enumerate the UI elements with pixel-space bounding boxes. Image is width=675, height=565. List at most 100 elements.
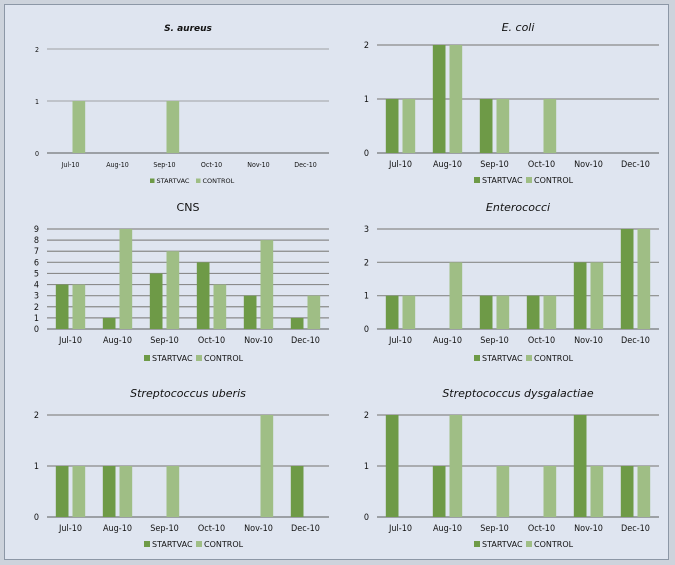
x-tick-label: Dec-10 — [294, 161, 316, 169]
bar-startvac — [290, 317, 304, 329]
x-tick-label: Jul-10 — [61, 161, 80, 169]
y-tick-label: 1 — [364, 462, 369, 472]
chart-title: CNS — [177, 201, 200, 214]
legend-swatch-control — [196, 178, 201, 183]
x-tick-label: Oct-10 — [198, 524, 225, 534]
legend-swatch-control — [196, 355, 202, 361]
legend-label-startvac: STARTVAC — [482, 540, 523, 549]
legend-label-control: CONTROL — [534, 354, 574, 363]
y-tick-label: 6 — [34, 258, 39, 268]
bar-startvac — [526, 295, 540, 329]
x-tick-label: Nov-10 — [574, 336, 603, 346]
x-tick-label: Aug-10 — [103, 336, 132, 346]
legend-swatch-control — [526, 355, 532, 361]
bar-control — [543, 99, 557, 153]
x-tick-label: Nov-10 — [574, 160, 603, 170]
bar-startvac — [243, 295, 257, 329]
y-tick-label: 8 — [34, 236, 39, 246]
bar-startvac — [385, 415, 399, 517]
bar-startvac — [573, 415, 587, 517]
bar-control — [449, 45, 463, 153]
chart-panel-strep-uberis: Streptococcus uberis 0 1 2 Jul-10 Aug-10 Sep-1… — [9, 383, 337, 565]
x-tick-label: Dec-10 — [621, 524, 650, 534]
y-tick-label: 0 — [364, 325, 369, 335]
bar-control — [213, 284, 227, 329]
y-tick-label: 0 — [34, 513, 39, 523]
bar-control — [402, 295, 416, 329]
bar-control — [590, 262, 604, 329]
bar-control — [166, 466, 180, 517]
x-tick-label: Jul-10 — [388, 524, 412, 534]
y-tick-label: 2 — [364, 411, 369, 421]
bar-control — [543, 295, 557, 329]
legend-label-startvac: STARTVAC — [482, 354, 523, 363]
chart-svg: Enterococci 0 1 2 3 Jul-10 Aug-10 Sep-10 Oct-10 N… — [364, 201, 659, 363]
chart-title: Streptococcus dysgalactiae — [442, 387, 594, 400]
y-tick-label: 7 — [34, 247, 39, 257]
bar-control — [72, 284, 86, 329]
x-tick-label: Aug-10 — [106, 161, 129, 169]
legend-label-control: CONTROL — [203, 177, 235, 185]
chart-title: Enterococci — [486, 201, 550, 214]
bar-control — [449, 415, 463, 517]
bar-control — [496, 99, 510, 153]
bar-control — [637, 229, 651, 329]
bar-control — [402, 99, 416, 153]
bar-control — [166, 101, 180, 153]
chart-title: E. coli — [502, 21, 535, 34]
x-tick-label: Aug-10 — [103, 524, 132, 534]
bar-startvac — [620, 466, 634, 517]
x-tick-label: Jul-10 — [388, 336, 412, 346]
x-tick-label: Aug-10 — [433, 524, 462, 534]
x-tick-label: Nov-10 — [244, 336, 273, 346]
bar-control — [307, 295, 321, 329]
y-tick-label: 0 — [34, 325, 39, 335]
legend-swatch-startvac — [150, 178, 155, 183]
legend-swatch-startvac — [474, 541, 480, 547]
bar-startvac — [290, 466, 304, 517]
legend-swatch-startvac — [474, 177, 480, 183]
y-tick-label: 1 — [35, 98, 39, 106]
legend-swatch-startvac — [144, 541, 150, 547]
x-tick-label: Jul-10 — [58, 336, 82, 346]
y-tick-label: 1 — [34, 314, 39, 324]
y-tick-label: 2 — [364, 41, 369, 51]
bar-control — [166, 251, 180, 329]
y-tick-label: 3 — [364, 225, 369, 235]
y-tick-label: 1 — [364, 292, 369, 302]
x-tick-label: Nov-10 — [247, 161, 269, 169]
bar-control — [260, 240, 274, 329]
bar-startvac — [432, 466, 446, 517]
bar-startvac — [432, 45, 446, 153]
bar-control — [496, 466, 510, 517]
x-tick-label: Oct-10 — [201, 161, 222, 169]
bar-control — [119, 229, 133, 329]
bar-startvac — [479, 99, 493, 153]
chart-panel-e-coli: E. coli 0 1 2 Jul-10 Aug-10 Sep-10 Oct-10 Nov-10… — [339, 17, 667, 199]
bar-control — [449, 262, 463, 329]
chart-panel-enterococci: Enterococci 0 1 2 3 Jul-10 Aug-10 Sep-10 Oct-10 N… — [339, 197, 667, 379]
legend-label-control: CONTROL — [534, 176, 574, 185]
bar-startvac — [55, 466, 69, 517]
chart-svg: Streptococcus dysgalactiae 0 1 2 Jul-10 Aug-1… — [364, 387, 659, 549]
legend-swatch-control — [526, 541, 532, 547]
x-tick-label: Jul-10 — [388, 160, 412, 170]
x-tick-label: Sep-10 — [480, 160, 509, 170]
legend-label-control: CONTROL — [534, 540, 574, 549]
chart-svg: E. coli 0 1 2 Jul-10 Aug-10 Sep-10 Oct-10 Nov-10… — [364, 21, 659, 185]
y-tick-label: 1 — [34, 462, 39, 472]
x-tick-label: Nov-10 — [574, 524, 603, 534]
bar-control — [496, 295, 510, 329]
legend-swatch-startvac — [144, 355, 150, 361]
x-tick-label: Oct-10 — [528, 524, 555, 534]
bar-startvac — [620, 229, 634, 329]
chart-svg: Streptococcus uberis 0 1 2 Jul-10 Aug-10 Sep-1… — [34, 387, 329, 549]
chart-panel-strep-dysgalactiae: Streptococcus dysgalactiae 0 1 2 Jul-10 Aug-1… — [339, 383, 667, 565]
x-tick-label: Dec-10 — [291, 524, 320, 534]
y-tick-label: 5 — [34, 269, 39, 279]
x-tick-label: Dec-10 — [621, 336, 650, 346]
bar-control — [637, 466, 651, 517]
legend-swatch-startvac — [474, 355, 480, 361]
bar-startvac — [149, 273, 163, 329]
bar-startvac — [479, 295, 493, 329]
